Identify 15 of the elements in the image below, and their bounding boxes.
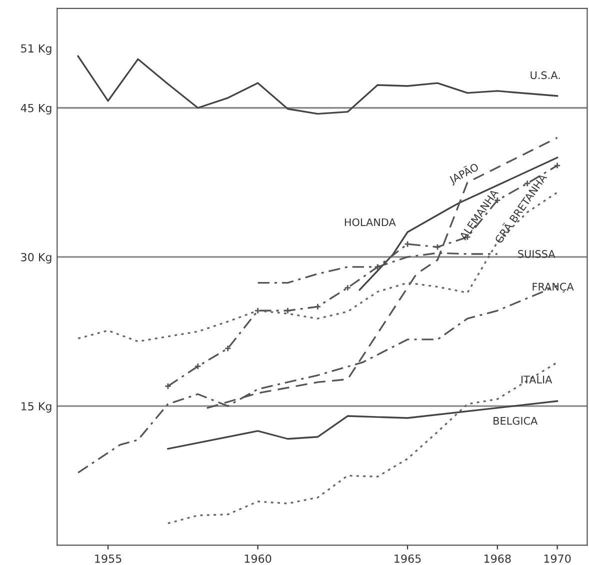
x-tick-label: 1955	[95, 554, 122, 563]
series-label: FRANÇA	[532, 282, 574, 292]
x-tick-label: 1960	[244, 554, 272, 563]
series-label: BELGICA	[494, 416, 538, 425]
x-tick-label: 1970	[544, 554, 571, 563]
y-tick-label: 51 Kg	[21, 44, 52, 55]
series-label: U.S.A.	[530, 71, 560, 80]
x-tick-label: 1968	[484, 554, 511, 563]
series-label: ITALIA	[521, 376, 552, 384]
series-label: HOLANDA	[344, 218, 396, 226]
x-tick-label: 1965	[394, 554, 421, 563]
series-label: SUISSA	[518, 250, 556, 258]
y-tick-label: 30 Kg	[21, 252, 52, 264]
y-tick-label: 15 Kg	[21, 402, 52, 413]
y-tick-label: 45 Kg	[20, 104, 52, 114]
